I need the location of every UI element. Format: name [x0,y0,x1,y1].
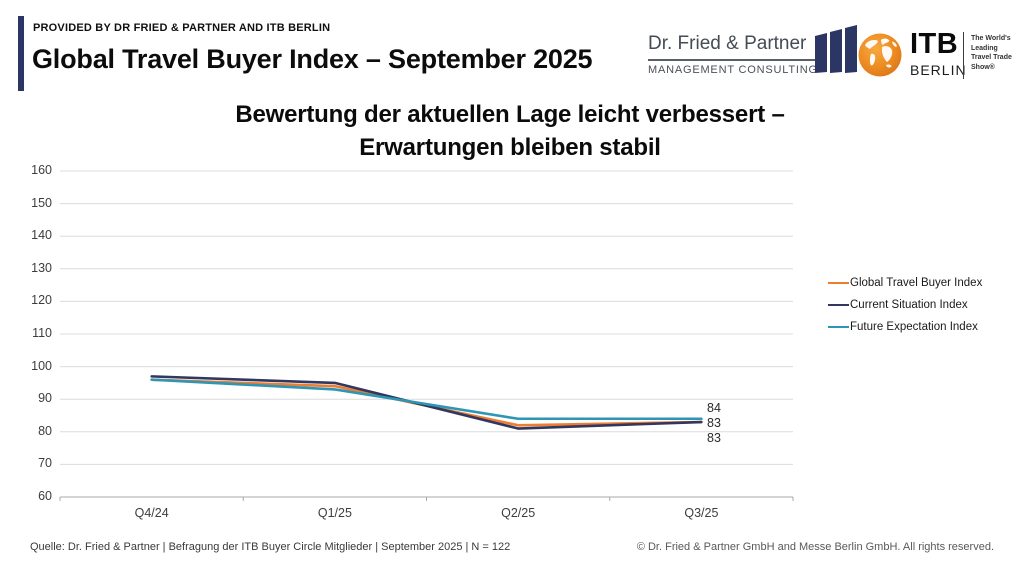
chart-legend: Global Travel Buyer Index Current Situat… [828,272,982,338]
y-axis-tick-label: 100 [31,358,52,373]
y-axis-tick-label: 90 [38,391,52,406]
y-axis-tick-label: 150 [31,195,52,210]
globe-icon [858,33,902,77]
itb-berlin-logo: ITB BERLIN [910,28,967,78]
itb-logo-name: ITB [910,28,959,60]
source-note: Quelle: Dr. Fried & Partner | Befragung … [30,541,511,553]
itb-tagline-line: Travel Trade [971,54,1012,61]
y-axis-tick-label: 130 [31,260,52,275]
y-axis-tick-label: 160 [31,163,52,177]
itb-tagline: The World's Leading Travel Trade Show® [971,34,1012,72]
dfp-logo-subtitle: MANAGEMENT CONSULTING [648,64,818,76]
itb-logo-city: BERLIN [910,62,967,78]
itb-logo-divider [963,32,964,79]
bar-chart-logo-icon [815,25,857,73]
x-axis-category-label: Q1/25 [317,506,352,520]
itb-tagline-line: Leading [971,44,998,52]
page-title: Global Travel Buyer Index – September 20… [32,44,593,74]
series-end-value-label: 83 [707,416,721,430]
y-axis-tick-label: 60 [38,489,52,503]
x-axis-category-label: Q4/24 [134,506,169,520]
copyright-note: © Dr. Fried & Partner GmbH and Messe Ber… [636,541,994,553]
series-end-value-label: 84 [707,401,721,415]
y-axis-tick-label: 120 [31,293,52,308]
y-axis-tick-label: 110 [32,326,52,340]
chart-title-line-1: Bewertung der aktuellen Lage leicht verb… [235,101,785,128]
dfp-logo-name: Dr. Fried & Partner [648,33,818,61]
legend-label: Current Situation Index [850,299,968,311]
itb-tagline-line: The World's [971,35,1011,42]
y-axis-tick-label: 70 [38,456,52,471]
header-accent-bar [18,16,24,91]
legend-swatch-orange [828,281,849,285]
dr-fried-partner-logo: Dr. Fried & Partner MANAGEMENT CONSULTIN… [648,33,818,76]
x-axis-category-label: Q2/25 [501,506,536,520]
legend-swatch-teal [828,325,849,329]
y-axis-tick-label: 140 [31,228,52,243]
series-end-value-label: 83 [707,431,721,445]
legend-item-global-travel-buyer-index: Global Travel Buyer Index [828,272,982,294]
chart-title-line-2: Erwartungen bleiben stabil [359,134,661,161]
itb-tagline-line: Show® [971,63,995,71]
y-axis-tick-label: 80 [38,423,52,438]
legend-item-future-expectation-index: Future Expectation Index [828,316,982,338]
legend-item-current-situation-index: Current Situation Index [828,294,982,316]
legend-label: Global Travel Buyer Index [850,277,983,289]
chart-title: Bewertung der aktuellen Lage leicht verb… [0,98,1020,164]
provided-by-label: PROVIDED BY DR FRIED & PARTNER AND ITB B… [33,22,331,34]
x-axis-category-label: Q3/25 [684,506,719,520]
legend-swatch-navy [828,303,849,307]
legend-label: Future Expectation Index [850,321,978,333]
